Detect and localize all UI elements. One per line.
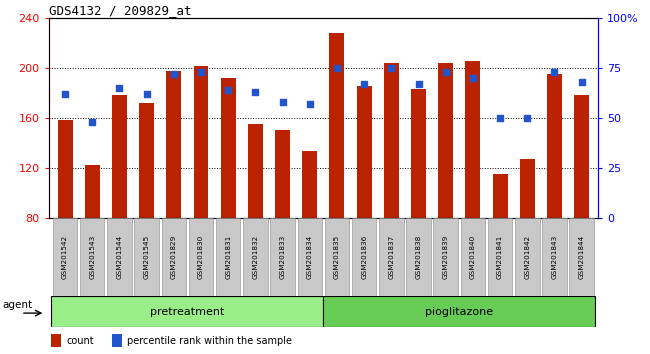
Text: GSM201837: GSM201837	[388, 235, 395, 279]
Bar	[411, 89, 426, 218]
Text: GSM201832: GSM201832	[252, 235, 259, 279]
Bar	[221, 78, 236, 218]
Point	[332, 65, 342, 70]
Bar	[53, 218, 77, 296]
Bar	[547, 74, 562, 218]
Bar	[438, 63, 453, 218]
Text: GSM201543: GSM201543	[89, 235, 96, 279]
Bar	[515, 218, 540, 296]
Bar	[80, 218, 105, 296]
Point	[386, 65, 396, 70]
Text: GSM201838: GSM201838	[415, 235, 422, 279]
Bar	[434, 218, 458, 296]
Text: pioglitazone: pioglitazone	[425, 307, 493, 316]
Bar	[107, 218, 132, 296]
Bar	[488, 218, 512, 296]
Bar	[298, 218, 322, 296]
Bar	[465, 62, 480, 218]
Text: GDS4132 / 209829_at: GDS4132 / 209829_at	[49, 4, 191, 17]
Point	[305, 101, 315, 107]
Text: GSM201843: GSM201843	[551, 235, 558, 279]
Text: GSM201841: GSM201841	[497, 235, 503, 279]
Text: GSM201839: GSM201839	[443, 235, 448, 279]
Text: GSM201830: GSM201830	[198, 235, 204, 279]
Bar	[406, 218, 431, 296]
Text: GSM201545: GSM201545	[144, 235, 150, 279]
Text: agent: agent	[3, 299, 33, 309]
Bar	[270, 218, 295, 296]
Point	[522, 115, 532, 120]
Bar	[58, 120, 73, 218]
Text: GSM201829: GSM201829	[171, 235, 177, 279]
Text: GSM201842: GSM201842	[525, 235, 530, 279]
Bar	[162, 218, 186, 296]
Bar	[384, 63, 399, 218]
Point	[278, 99, 288, 104]
Point	[142, 91, 152, 97]
Bar	[574, 95, 589, 218]
Text: GSM201544: GSM201544	[116, 235, 122, 279]
Point	[441, 69, 451, 75]
Bar	[112, 334, 122, 347]
Text: GSM201834: GSM201834	[307, 235, 313, 279]
Bar	[51, 334, 61, 347]
Bar	[248, 124, 263, 218]
Point	[549, 69, 560, 75]
Bar	[166, 72, 181, 218]
Bar	[275, 130, 290, 218]
Bar	[243, 218, 268, 296]
Bar	[325, 218, 349, 296]
Bar	[139, 103, 154, 218]
Bar	[188, 218, 213, 296]
Point	[168, 71, 179, 76]
Text: GSM201844: GSM201844	[578, 235, 585, 279]
Bar	[330, 33, 344, 218]
Bar	[302, 152, 317, 218]
Bar	[461, 218, 485, 296]
Bar	[379, 218, 404, 296]
Bar	[135, 218, 159, 296]
Text: GSM201836: GSM201836	[361, 235, 367, 279]
Bar	[520, 159, 535, 218]
Bar	[493, 174, 508, 218]
Bar	[51, 296, 324, 327]
Bar	[194, 67, 209, 218]
Point	[577, 79, 587, 85]
Point	[60, 91, 70, 97]
Bar	[569, 218, 594, 296]
Bar	[84, 165, 99, 218]
Point	[468, 75, 478, 80]
Bar	[216, 218, 240, 296]
Text: pretreatment: pretreatment	[150, 307, 225, 316]
Text: GSM201840: GSM201840	[470, 235, 476, 279]
Text: GSM201831: GSM201831	[225, 235, 231, 279]
Bar	[324, 296, 595, 327]
Point	[223, 87, 233, 92]
Point	[196, 69, 206, 75]
Bar	[352, 218, 376, 296]
Text: GSM201833: GSM201833	[280, 235, 285, 279]
Point	[495, 115, 505, 120]
Point	[359, 81, 369, 86]
Point	[413, 81, 424, 86]
Bar	[357, 86, 372, 218]
Bar	[542, 218, 567, 296]
Text: GSM201542: GSM201542	[62, 235, 68, 279]
Text: percentile rank within the sample: percentile rank within the sample	[127, 336, 292, 346]
Bar	[112, 95, 127, 218]
Point	[87, 119, 98, 125]
Point	[114, 85, 125, 91]
Text: GSM201835: GSM201835	[334, 235, 340, 279]
Point	[250, 89, 261, 95]
Text: count: count	[66, 336, 94, 346]
